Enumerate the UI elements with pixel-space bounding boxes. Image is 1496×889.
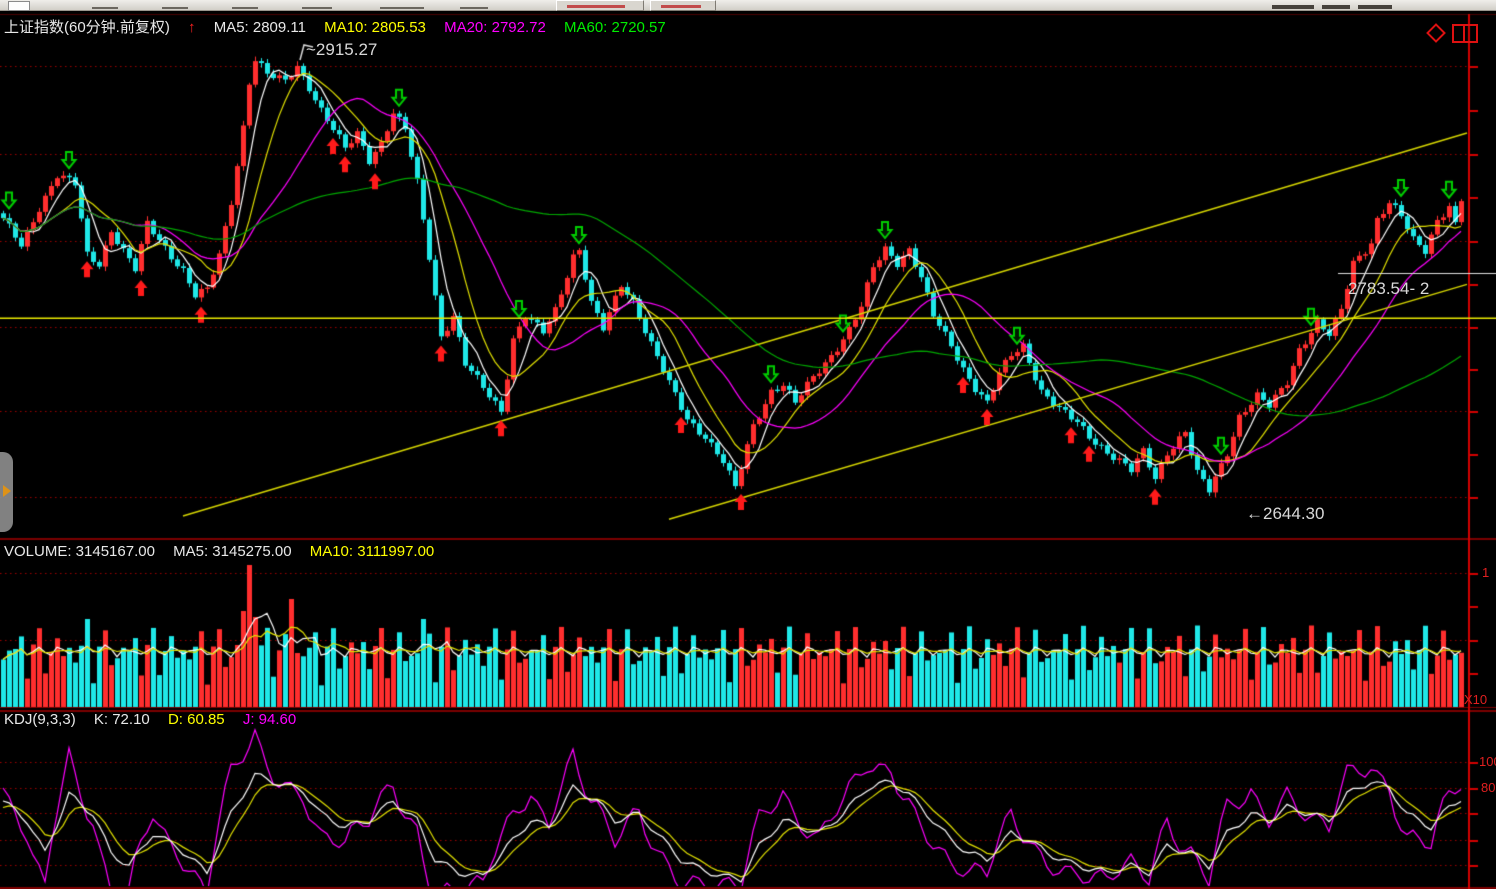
kdj-axis-label-lower: 80 <box>1481 780 1496 795</box>
toolbar-menu-item[interactable] <box>460 7 488 9</box>
kdj-k-value: K: 72.10 <box>93 711 150 728</box>
split-window-icon[interactable] <box>1452 24 1478 43</box>
annotation-last-price: 2783.54- 2 <box>1348 279 1430 298</box>
toolbar-menu-item[interactable] <box>1322 5 1350 9</box>
toolbar-menu-item[interactable] <box>92 7 118 9</box>
toolbar-menu-item[interactable] <box>232 7 258 9</box>
toolbar-icon[interactable] <box>8 1 30 11</box>
main-chart-header: 上证指数(60分钟.前复权) ↑ MA5: 2809.11 MA10: 2805… <box>4 16 680 37</box>
symbol-title: 上证指数(60分钟.前复权) <box>4 19 170 36</box>
volume-ma5-value: MA5: 3145275.00 <box>173 543 292 560</box>
toolbar-button[interactable] <box>650 0 716 11</box>
toolbar-button[interactable] <box>556 0 644 11</box>
kdj-axis-label-upper: 100 <box>1479 754 1496 769</box>
expand-arrow-icon <box>3 485 11 497</box>
annotation-low-price: ←2644.30 <box>1246 504 1325 523</box>
volume-ma10-value: MA10: 3111997.00 <box>309 543 435 560</box>
volume-multiplier-label: X10 <box>1464 692 1488 707</box>
ma60-value: MA60: 2720.57 <box>564 19 666 36</box>
ma5-value: MA5: 2809.11 <box>213 19 306 36</box>
annotation-high-price: ~2915.27 <box>306 40 378 59</box>
kdj-d-value: D: 60.85 <box>167 711 225 728</box>
sidebar-expand-handle[interactable] <box>0 452 13 532</box>
ma10-value: MA10: 2805.53 <box>324 19 426 36</box>
volume-pane-header: VOLUME: 3145167.00 MA5: 3145275.00 MA10:… <box>4 543 448 560</box>
kdj-j-value: J: 94.60 <box>242 711 297 728</box>
volume-axis-label: 1 <box>1482 565 1490 580</box>
toolbar-button-label <box>567 5 625 8</box>
toolbar-menu-item[interactable] <box>1358 5 1392 9</box>
toolbar-menu-item[interactable] <box>162 7 188 9</box>
toolbar-menu-item[interactable] <box>380 7 424 9</box>
toolbar-menu-item[interactable] <box>1272 5 1314 9</box>
ma20-value: MA20: 2792.72 <box>444 19 546 36</box>
toolbar-menu-item[interactable] <box>302 7 332 9</box>
kdj-params: KDJ(9,3,3) <box>4 711 76 728</box>
kdj-pane-header: KDJ(9,3,3) K: 72.10 D: 60.85 J: 94.60 <box>4 711 310 728</box>
top-toolbar <box>0 0 1496 11</box>
volume-value: VOLUME: 3145167.00 <box>4 543 155 560</box>
up-arrow-icon: ↑ <box>188 19 196 36</box>
toolbar-button-label <box>661 5 701 8</box>
split-window-divider <box>1463 26 1465 41</box>
